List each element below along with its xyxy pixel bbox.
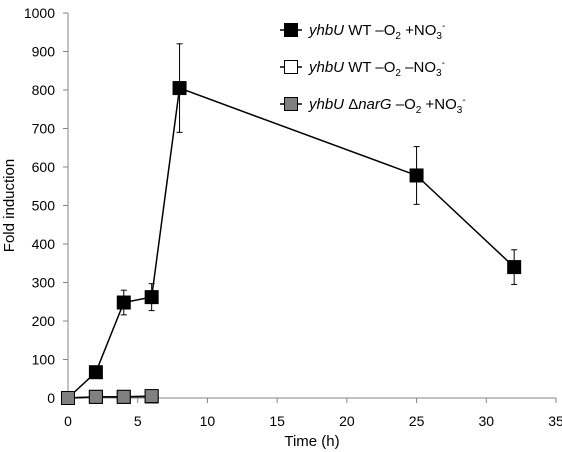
y-tick-label: 0: [47, 390, 55, 406]
y-ticks: 0 100 200 300 400 500 600 700 800 900 1000: [24, 5, 68, 406]
y-tick-label: 400: [32, 236, 56, 252]
data-point: [409, 168, 424, 183]
legend-label: yhbU WT –O2 –NO3-: [308, 58, 445, 79]
x-tick-label: 20: [339, 413, 355, 429]
legend-marker: [284, 60, 298, 74]
y-tick-label: 900: [32, 44, 56, 60]
data-point: [144, 389, 159, 404]
y-tick-label: 700: [32, 121, 56, 137]
legend-label: yhbU WT –O2 +NO3-: [308, 21, 445, 42]
legend-item-2: yhbU WT –O2 –NO3-: [280, 58, 445, 79]
series-line: [67, 395, 152, 399]
x-axis-title: Time (h): [284, 433, 339, 450]
x-tick-label: 35: [548, 413, 562, 429]
y-tick-label: 600: [32, 159, 56, 175]
x-tick-label: 5: [134, 413, 142, 429]
x-ticks: 0 5 10 15 20 25 30 35: [64, 398, 562, 429]
y-tick-label: 800: [32, 82, 56, 98]
data-point: [172, 81, 187, 96]
y-tick-label: 1000: [24, 5, 55, 21]
data-point: [116, 389, 131, 404]
data-point: [88, 365, 103, 380]
data-point: [61, 391, 75, 405]
x-tick-label: 25: [409, 413, 425, 429]
data-point: [116, 295, 131, 310]
data-point: [507, 260, 522, 275]
legend-marker: [284, 97, 298, 111]
series-3: [61, 389, 159, 405]
x-tick-label: 15: [269, 413, 285, 429]
series-line: [67, 87, 515, 399]
legend-item-3: yhbU ΔnarG –O2 +NO3-: [280, 95, 466, 116]
y-tick-label: 300: [32, 275, 56, 291]
y-tick-label: 200: [32, 313, 56, 329]
x-tick-label: 0: [64, 413, 72, 429]
y-tick-label: 100: [32, 352, 56, 368]
data-point: [144, 290, 159, 305]
x-tick-label: 30: [478, 413, 494, 429]
series-layer: [61, 43, 522, 405]
legend: yhbU WT –O2 +NO3- yhbU WT –O2 –NO3- yhbU Δ…: [280, 21, 466, 116]
legend-item-1: yhbU WT –O2 +NO3-: [280, 21, 445, 42]
data-point: [88, 389, 103, 404]
legend-label: yhbU ΔnarG –O2 +NO3-: [308, 95, 466, 116]
x-tick-label: 10: [200, 413, 216, 429]
y-axis-title: Fold induction: [1, 159, 18, 252]
y-tick-label: 500: [32, 198, 56, 214]
legend-marker: [284, 23, 298, 37]
